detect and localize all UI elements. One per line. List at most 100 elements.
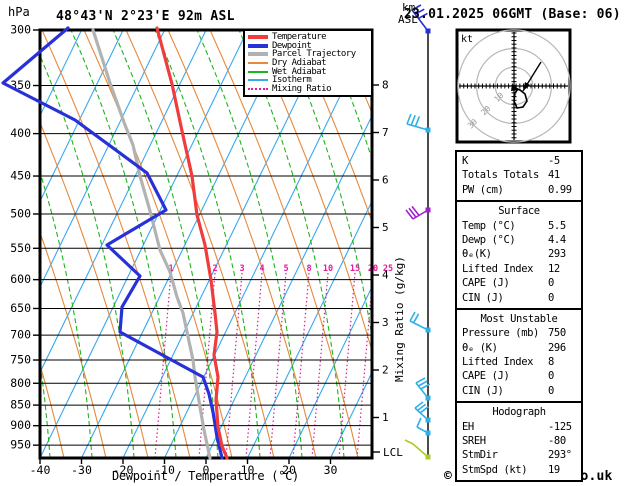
isotherm-line <box>164 30 372 458</box>
wind-barb-feather <box>411 205 420 216</box>
temp-label: 10 <box>241 463 255 477</box>
plot-border <box>38 28 374 460</box>
dry-adiabat-line <box>41 30 191 458</box>
asl-unit-label: ASL <box>398 13 418 26</box>
hodograph-storm-arrowhead <box>523 82 530 91</box>
temp-label: 0 <box>203 463 210 477</box>
pressure-label: 950 <box>10 438 31 452</box>
table-row: SREH -80 <box>457 434 581 448</box>
wind-barb-feather <box>417 403 427 412</box>
wind-barb <box>409 311 431 333</box>
pressure-label: 700 <box>10 328 31 342</box>
wind-barb-feather <box>410 114 416 126</box>
table-row-value: 0 <box>548 277 554 290</box>
dry-adiabat-line <box>125 30 275 458</box>
pressure-label: 650 <box>10 301 31 315</box>
mixing-ratio-label: 10 <box>323 264 333 274</box>
x-axis-title: Dewpoint / Temperature (°C) <box>112 469 299 483</box>
hodograph-trace-arrowhead <box>511 84 520 91</box>
table-row-value: 750 <box>548 327 566 340</box>
table-row-value: 0 <box>548 291 554 304</box>
table-row-label: Lifted Index <box>462 262 534 275</box>
table-row-value: 41 <box>548 169 560 182</box>
mixing-ratio-label: 3 <box>239 264 244 274</box>
legend-line-sample-icon <box>248 35 268 40</box>
pressure-label: 750 <box>10 353 31 367</box>
wind-barb-feather <box>419 406 429 414</box>
wind-barb-staff <box>409 320 429 331</box>
table-row-label: K <box>462 155 468 167</box>
legend-item-label: Mixing Ratio <box>272 83 332 94</box>
table-row-value: -80 <box>548 435 566 448</box>
km-label: 8 <box>382 79 389 92</box>
table-row: StmDir 293° <box>457 448 581 462</box>
pressure-label: 500 <box>10 206 31 220</box>
isotherm-line <box>40 30 166 289</box>
wind-barb-staff <box>415 382 429 399</box>
table-row: Dewp (°C) 4.4 <box>457 233 581 247</box>
wind-barb-staff <box>406 123 429 131</box>
wind-barb-feather <box>420 383 431 390</box>
temp-label: 20 <box>282 463 296 477</box>
station-title: 48°43'N 2°23'E 92m ASL <box>56 9 235 24</box>
wind-barb-staff <box>411 9 429 32</box>
legend-item-label: Wet Adiabat <box>272 66 327 77</box>
mixing-ratio-label: 2 <box>212 264 217 274</box>
pressure-label: 600 <box>10 272 31 286</box>
legend-item-label: Parcel Trajectory <box>272 49 356 60</box>
legend-line-sample-icon <box>248 70 268 73</box>
legend-item: Parcel Trajectory <box>248 49 370 60</box>
table-section: Surface Temp (°C) 5.5 Dewp (°C) 4.4 θₑ(K) 293 L… <box>455 200 583 310</box>
pressure-label: 300 <box>10 23 31 37</box>
km-label: 6 <box>382 174 389 187</box>
wind-barb <box>416 417 431 436</box>
km-label: 3 <box>382 316 389 329</box>
dry-adiabat-line <box>40 362 65 458</box>
legend-item-label: Dewpoint <box>272 40 312 51</box>
legend-item-label: Dry Adiabat <box>272 58 327 69</box>
legend-item: Dry Adiabat <box>248 58 370 69</box>
hodograph-unit-label: kt <box>461 34 473 45</box>
wind-barb-feather <box>416 417 422 428</box>
table-row-label: PW (cm) <box>462 183 504 196</box>
isotherm-line <box>40 30 124 203</box>
legend-line-sample-icon <box>248 43 268 48</box>
table-row-value: -5 <box>548 155 560 167</box>
lcl-label: LCL <box>383 446 403 459</box>
legend-item: Mixing Ratio <box>248 83 370 94</box>
table-row-label: CAPE (J) <box>462 370 510 383</box>
mixing-ratio-label: 1 <box>168 264 173 274</box>
wind-barb-feather <box>404 439 414 445</box>
isotherm-line <box>40 30 207 374</box>
table-row: PW (cm) 0.99 <box>457 183 581 197</box>
pressure-unit-label: hPa <box>8 5 30 19</box>
table-row-value: 4.4 <box>548 233 566 246</box>
wind-barb-staff <box>416 426 429 434</box>
parcel-trajectory-curve <box>91 28 212 460</box>
legend-line-sample-icon <box>248 87 268 90</box>
temp-label: -20 <box>113 463 134 477</box>
temperature-curve <box>155 26 229 460</box>
table-row-label: Totals Totals <box>462 169 539 182</box>
wind-barb <box>406 113 431 133</box>
table-row: Lifted Index 12 <box>457 262 581 276</box>
mixing-ratio-line <box>269 272 287 458</box>
wind-barb-feather <box>414 116 421 127</box>
legend-line-sample-icon <box>248 52 268 57</box>
table-row-value: 0 <box>548 370 554 383</box>
table-row: CAPE (J) 0 <box>457 276 581 290</box>
table-row-label: Temp (°C) <box>462 219 516 232</box>
mixing-ratio-line <box>198 272 216 458</box>
dry-adiabat-line <box>83 30 233 458</box>
table-row-value: 293 <box>548 248 566 261</box>
isotherm-line <box>288 285 372 458</box>
table-section: K -5 Totals Totals 41 PW (cm) 0.99 <box>455 150 583 203</box>
mixing-ratio-line <box>292 272 310 458</box>
temp-label: 30 <box>324 463 338 477</box>
mixing-ratio-line <box>311 272 329 458</box>
table-row-label: θₑ(K) <box>462 248 492 261</box>
dry-adiabat-line <box>40 231 107 458</box>
table-row: StmSpd (kt) 19 <box>457 463 581 477</box>
table-row: Pressure (mb) 750 <box>457 326 581 340</box>
